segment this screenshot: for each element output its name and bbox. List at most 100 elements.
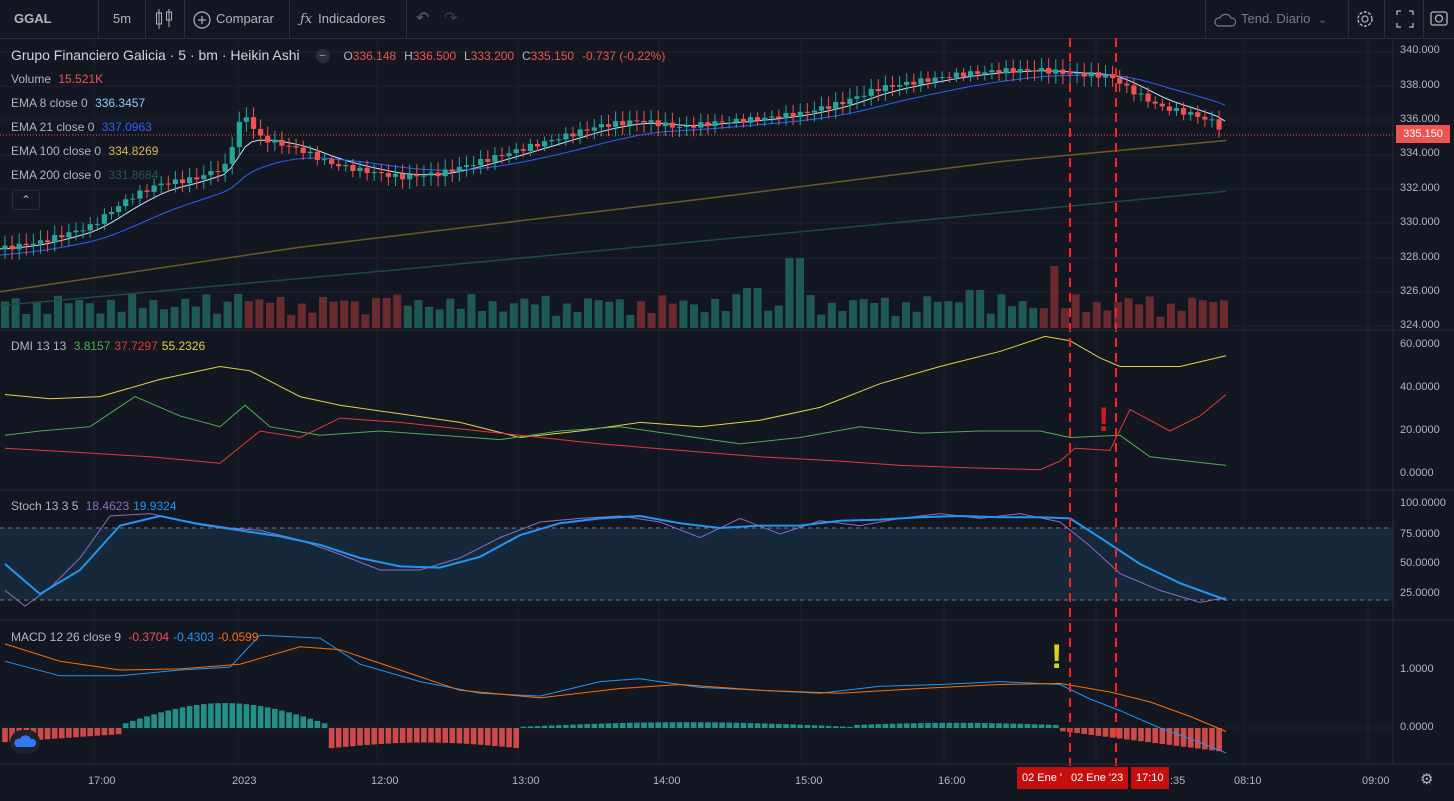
volume-bar	[637, 301, 645, 328]
candle	[108, 212, 115, 215]
volume-bar	[382, 298, 391, 328]
macd-histogram-bar	[44, 728, 51, 740]
macd-histogram-bar	[1109, 728, 1116, 738]
volume-bar	[732, 294, 741, 328]
macd-histogram-bar	[982, 723, 988, 728]
macd-histogram-bar	[399, 728, 406, 743]
volume-bar	[1198, 300, 1207, 328]
volume-bar	[1167, 303, 1175, 328]
collapse-legend-button[interactable]: ⌃	[12, 190, 40, 210]
candle	[485, 158, 491, 162]
stoch-axis-label: 25.0000	[1400, 587, 1440, 599]
ohlc-o-label: O	[343, 49, 353, 63]
candle	[73, 230, 79, 233]
volume-bar	[149, 300, 158, 328]
gear-icon[interactable]: ⚙	[1420, 771, 1434, 788]
alert-marker[interactable]: !	[1051, 638, 1063, 676]
macd-histogram-bar	[229, 703, 235, 728]
chart-style-button[interactable]	[150, 0, 180, 38]
macd-histogram-bar	[428, 728, 434, 743]
candle	[435, 172, 441, 177]
candle	[428, 172, 434, 176]
macd-histogram-bar	[73, 728, 79, 738]
candle	[222, 163, 228, 172]
settings-button[interactable]	[1353, 0, 1377, 38]
fullscreen-button[interactable]	[1394, 0, 1416, 38]
indicators-button[interactable]: ƒx Indicadores	[300, 0, 385, 38]
candle	[662, 122, 668, 127]
macd-histogram-bar	[634, 722, 640, 728]
candle	[1145, 93, 1151, 102]
volume-bar	[1114, 302, 1122, 328]
macd-histogram-bar	[790, 724, 796, 728]
snapshot-button[interactable]	[1428, 0, 1450, 38]
volume-bar	[827, 302, 836, 328]
candle	[158, 183, 164, 186]
macd-histogram-bar	[868, 724, 874, 728]
candle	[385, 173, 391, 177]
candle	[1124, 83, 1130, 86]
interval-button[interactable]: 5m	[113, 11, 132, 26]
cloud-logo-icon	[14, 735, 37, 747]
fullscreen-icon	[1396, 10, 1414, 28]
volume-bar	[764, 310, 773, 328]
legend-toggle-icon[interactable]: –	[315, 49, 330, 64]
volume-bar	[223, 301, 232, 328]
macd-histogram-bar	[222, 703, 228, 728]
compare-button[interactable]: Comparar	[192, 0, 274, 38]
volume-bar	[668, 303, 677, 328]
candles	[0, 57, 1393, 260]
macd-histogram-bar	[584, 724, 590, 728]
candle	[641, 120, 647, 123]
volume-bar	[944, 301, 953, 328]
candle	[1095, 72, 1101, 78]
redo-icon[interactable]: ↷	[444, 10, 458, 27]
macd-histogram-bar	[1195, 728, 1201, 749]
chart-canvas[interactable]	[0, 38, 1454, 801]
price-axis-label: 338.000	[1400, 79, 1440, 91]
symbol-search[interactable]: GGAL	[14, 11, 52, 26]
volume-bar	[605, 301, 614, 328]
candle	[534, 143, 541, 147]
macd-histogram-bar	[918, 723, 924, 728]
candle	[187, 177, 193, 184]
candle	[691, 125, 697, 128]
macd-histogram-bar	[847, 726, 853, 728]
macd-histogram-bar	[357, 728, 363, 746]
candle	[620, 121, 626, 125]
volume-bar	[594, 300, 603, 328]
macd-histogram-bar	[818, 725, 825, 728]
volume-bar	[329, 301, 338, 328]
ohlc-c: 335.150	[530, 49, 575, 63]
candle	[627, 120, 633, 125]
dmi-label: DMI 13 13	[11, 339, 67, 353]
stoch-axis-label: 50.0000	[1400, 557, 1440, 569]
candle	[1003, 68, 1009, 74]
macd-histogram-bar	[449, 728, 456, 744]
candle	[165, 183, 171, 185]
volume-bar	[817, 314, 826, 328]
trend-selector[interactable]: Tend. Diario ⌄	[1213, 0, 1327, 38]
stoch-band	[0, 528, 1393, 600]
macd-histogram-bar	[215, 703, 221, 728]
divider	[1384, 0, 1385, 38]
volume-bar	[488, 301, 497, 328]
candle	[904, 81, 910, 86]
candle	[811, 110, 817, 113]
candle	[101, 214, 107, 224]
time-axis-label: 09:00	[1362, 775, 1390, 787]
candle	[684, 125, 690, 128]
volume-bar	[446, 298, 455, 328]
macd-histogram-bar	[1024, 724, 1031, 728]
volume-bar	[1039, 308, 1048, 328]
volume-bar	[1050, 266, 1059, 328]
volume-bar	[531, 304, 539, 328]
dmi-axis-label: 40.0000	[1400, 381, 1440, 393]
candle	[208, 171, 214, 176]
candle	[1060, 69, 1066, 74]
alert-marker[interactable]: !	[1098, 401, 1110, 439]
undo-icon[interactable]: ↶	[416, 10, 430, 27]
macd-histogram-bar	[343, 728, 349, 747]
candle	[861, 95, 867, 97]
volume-bar	[276, 296, 285, 328]
